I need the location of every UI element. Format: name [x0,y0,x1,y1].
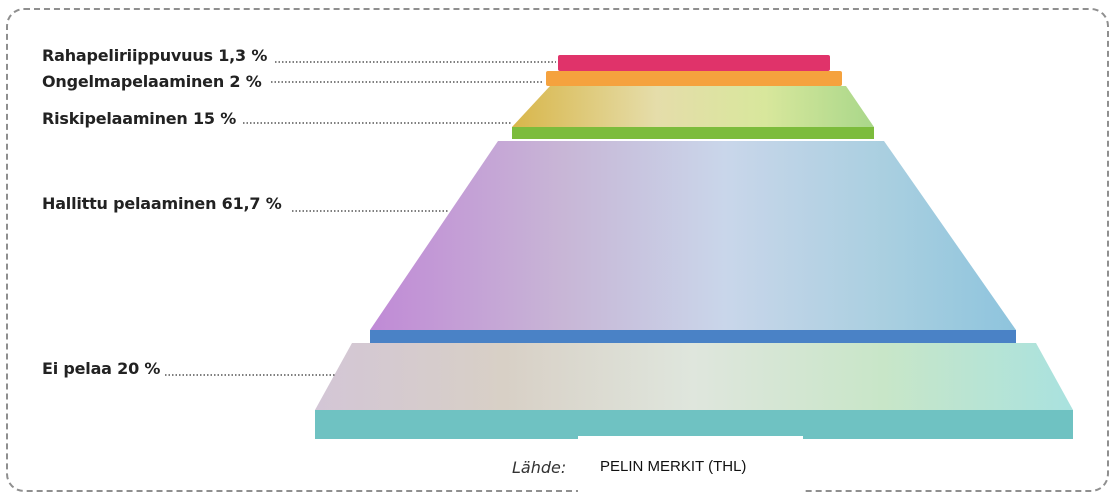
level-hallittu-face [370,141,1016,330]
label-riippuvuus: Rahapeliriippuvuus 1,3 % [42,46,268,65]
diagram-frame [6,8,1109,492]
level-ongelma-band [546,71,842,86]
level-riski-face [512,86,874,127]
level-hallittu-band [370,330,1016,343]
label-riski: Riskipelaaminen 15 % [42,109,237,128]
level-ei-pelaa-face [315,343,1073,410]
level-ei-pelaa-band [315,410,1073,439]
label-hallittu: Hallittu pelaaminen 61,7 % [42,194,282,213]
level-riski-band [512,127,874,139]
label-ei-pelaa: Ei pelaa 20 % [42,359,161,378]
source-text: PELIN MERKIT (THL) [600,458,747,475]
source-label: Lähde: [512,458,567,477]
label-ongelma: Ongelmapelaaminen 2 % [42,72,262,91]
level-riippuvuus-band [558,55,830,71]
source-box [578,436,803,492]
